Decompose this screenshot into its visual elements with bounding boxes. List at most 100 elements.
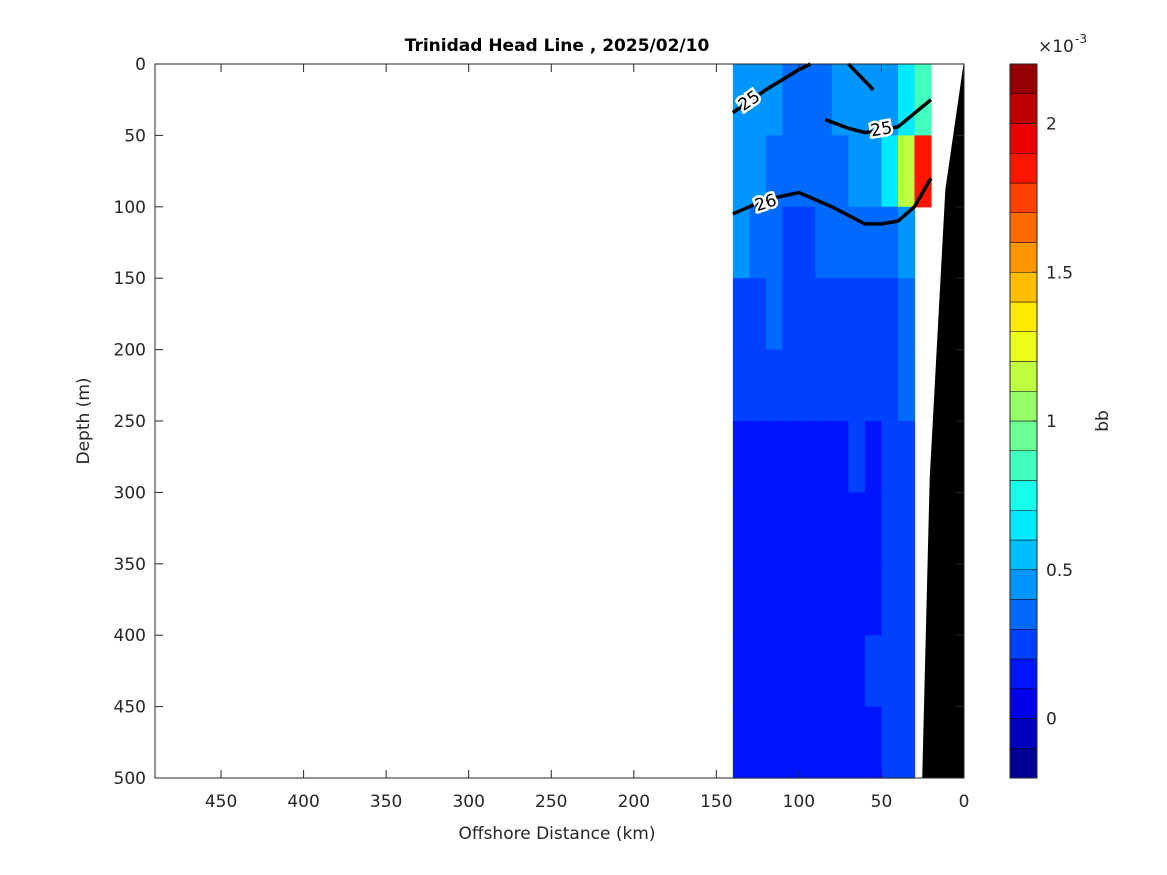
colorbar-band	[1009, 658, 1038, 689]
field-cell	[798, 492, 817, 565]
colorbar-band	[1009, 629, 1038, 660]
field-cell	[782, 563, 800, 636]
field-cell	[881, 706, 899, 779]
field-cell	[848, 563, 866, 636]
field-cell	[881, 492, 899, 565]
field-cell	[831, 563, 850, 636]
field-cell	[897, 206, 916, 279]
field-cell	[881, 64, 899, 136]
field-cell	[749, 421, 767, 493]
field-cell	[782, 349, 800, 422]
colorbar-tick-label: 0	[1046, 710, 1057, 730]
field-cell	[897, 278, 916, 351]
colorbar-band	[1009, 153, 1038, 184]
y-tick-label: 350	[114, 555, 146, 575]
field-cell	[848, 635, 866, 708]
field-cell	[749, 64, 767, 136]
field-cell	[897, 135, 916, 208]
field-cell	[848, 349, 866, 422]
field-cell	[848, 706, 866, 779]
field-cell	[831, 635, 850, 708]
colorbar-band	[1009, 242, 1038, 273]
colorbar-band	[1009, 391, 1038, 422]
field-cell	[914, 135, 932, 208]
y-tick-label: 250	[114, 412, 146, 432]
field-cell	[765, 278, 783, 351]
field-cell	[815, 278, 833, 351]
field-cell	[848, 421, 866, 493]
contour-label: 25	[869, 118, 894, 141]
y-tick-label: 0	[135, 55, 146, 75]
y-axis-label: Depth (m)	[74, 377, 94, 464]
colorbar-band	[1009, 688, 1038, 719]
field-cell	[732, 492, 750, 565]
field-cell	[798, 135, 817, 208]
field-cell	[848, 135, 866, 208]
field-cell	[765, 206, 783, 279]
field-cell	[782, 635, 800, 708]
colorbar-tick-label: 2	[1046, 115, 1057, 135]
field-cell	[897, 492, 916, 565]
field-cell	[732, 206, 750, 279]
colorbar-band	[1009, 212, 1038, 243]
field-cell	[815, 349, 833, 422]
field-cell	[732, 135, 750, 208]
field-cell	[798, 349, 817, 422]
field-cell	[848, 206, 866, 279]
field-cell	[732, 635, 750, 708]
field-cell	[749, 349, 767, 422]
field-cell	[782, 278, 800, 351]
colorbar-label: bb	[1093, 410, 1113, 432]
field-cell	[749, 492, 767, 565]
field-cell	[897, 635, 916, 708]
field-cell	[782, 206, 800, 279]
colorbar-exponent: -3	[1075, 32, 1087, 46]
field-cell	[914, 64, 932, 136]
field-cell	[881, 278, 899, 351]
field-cell	[782, 492, 800, 565]
field-cell	[749, 563, 767, 636]
colorbar-tick-label: 1.5	[1046, 263, 1073, 283]
field-cell	[815, 135, 833, 208]
field-cell	[831, 706, 850, 779]
field-cell	[848, 64, 866, 136]
field-cell	[864, 492, 883, 565]
y-tick-label: 150	[114, 269, 146, 289]
field-cell	[897, 349, 916, 422]
field-cell	[765, 706, 783, 779]
x-tick-label: 100	[783, 792, 815, 812]
colorbar-band	[1009, 510, 1038, 541]
colorbar-band	[1009, 480, 1038, 511]
field-cell	[864, 206, 883, 279]
field-cell	[782, 421, 800, 493]
field-cell	[749, 135, 767, 208]
field-cell	[765, 563, 783, 636]
x-tick-label: 150	[700, 792, 732, 812]
y-tick-label: 300	[114, 483, 146, 503]
x-tick-label: 0	[959, 792, 970, 812]
field-cell	[815, 635, 833, 708]
field-cell	[765, 349, 783, 422]
field-cell	[881, 206, 899, 279]
y-tick-label: 50	[124, 126, 146, 146]
field-cell	[864, 421, 883, 493]
x-tick-label: 250	[535, 792, 567, 812]
field-cell	[749, 278, 767, 351]
colorbar-band	[1009, 331, 1038, 362]
field-cell	[831, 278, 850, 351]
field-cell	[897, 421, 916, 493]
colorbar-band	[1009, 182, 1038, 213]
field-cell	[749, 206, 767, 279]
field-cell	[864, 278, 883, 351]
x-axis-label: Offshore Distance (km)	[458, 824, 655, 844]
field-cell	[831, 421, 850, 493]
colorbar-band	[1009, 599, 1038, 630]
colorbar-band	[1009, 93, 1038, 124]
y-tick-label: 500	[114, 769, 146, 789]
field-cell	[881, 135, 899, 208]
colorbar-band	[1009, 301, 1038, 332]
colorbar-band	[1009, 748, 1038, 779]
x-tick-label: 300	[452, 792, 484, 812]
field-cell	[798, 421, 817, 493]
